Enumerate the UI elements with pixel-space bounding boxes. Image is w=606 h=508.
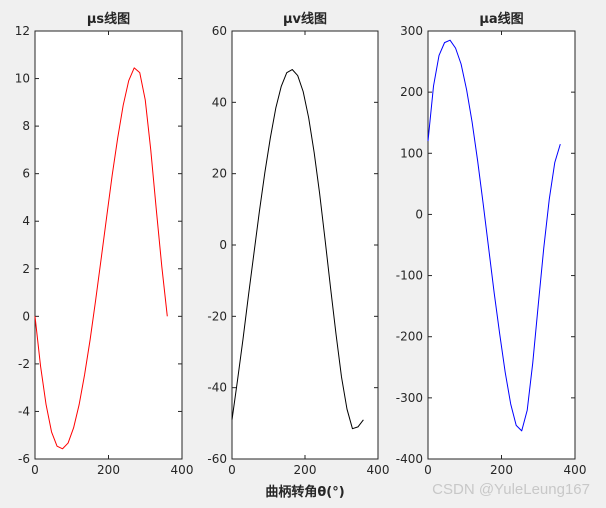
watermark: CSDN @YuleLeung167 xyxy=(432,481,590,498)
x-tick-label: 200 xyxy=(97,463,120,477)
subplot-title: μa线图 xyxy=(479,11,523,27)
x-tick-label: 200 xyxy=(490,463,513,477)
y-tick-label: -60 xyxy=(207,452,227,466)
y-tick-label: -100 xyxy=(396,269,423,283)
x-tick-label: 0 xyxy=(228,463,236,477)
subplot-title: μv线图 xyxy=(283,11,327,27)
y-tick-label: 0 xyxy=(22,309,30,323)
x-tick-label: 200 xyxy=(294,463,317,477)
x-axis-label: 曲柄转角θ(°) xyxy=(265,484,344,500)
y-tick-label: 4 xyxy=(22,214,30,228)
y-tick-label: 6 xyxy=(22,167,30,181)
y-tick-label: 8 xyxy=(22,119,30,133)
series-line xyxy=(231,69,364,430)
y-tick-label: -6 xyxy=(18,452,30,466)
plot-area xyxy=(231,30,379,460)
plot-area xyxy=(34,30,183,460)
subplot-3: -400 -300 -200 -100 0 100 200 300 0 200 400 μa线图 xyxy=(396,11,587,477)
y-tick-label: -300 xyxy=(396,391,423,405)
x-tick-label: 400 xyxy=(171,463,194,477)
plot-area xyxy=(427,30,576,460)
y-tick-label: -400 xyxy=(396,452,423,466)
y-tick-label: 200 xyxy=(400,85,423,99)
y-tick-label: -20 xyxy=(207,309,227,323)
y-tick-label: 100 xyxy=(400,146,423,160)
y-tick-label: 40 xyxy=(212,95,227,109)
x-tick-label: 400 xyxy=(367,463,390,477)
y-tick-label: -4 xyxy=(18,404,30,418)
y-tick-label: 10 xyxy=(15,72,30,86)
y-tick-label: -40 xyxy=(207,381,227,395)
y-tick-label: -200 xyxy=(396,330,423,344)
x-tick-label: 400 xyxy=(564,463,587,477)
y-tick-label: 2 xyxy=(22,262,30,276)
y-tick-label: 20 xyxy=(212,167,227,181)
y-tick-label: -2 xyxy=(18,357,30,371)
y-tick-label: 0 xyxy=(219,238,227,252)
y-tick-label: 300 xyxy=(400,24,423,38)
subplot-1: -6 -4 -2 0 2 4 6 8 10 12 0 200 400 μs线图 xyxy=(15,11,194,477)
subplot-title: μs线图 xyxy=(87,11,130,27)
y-tick-label: 12 xyxy=(15,24,30,38)
x-tick-label: 0 xyxy=(424,463,432,477)
series-line xyxy=(34,67,168,450)
series-line xyxy=(427,39,561,432)
y-tick-label: 0 xyxy=(415,207,423,221)
y-tick-label: 60 xyxy=(212,24,227,38)
x-tick-label: 0 xyxy=(31,463,39,477)
